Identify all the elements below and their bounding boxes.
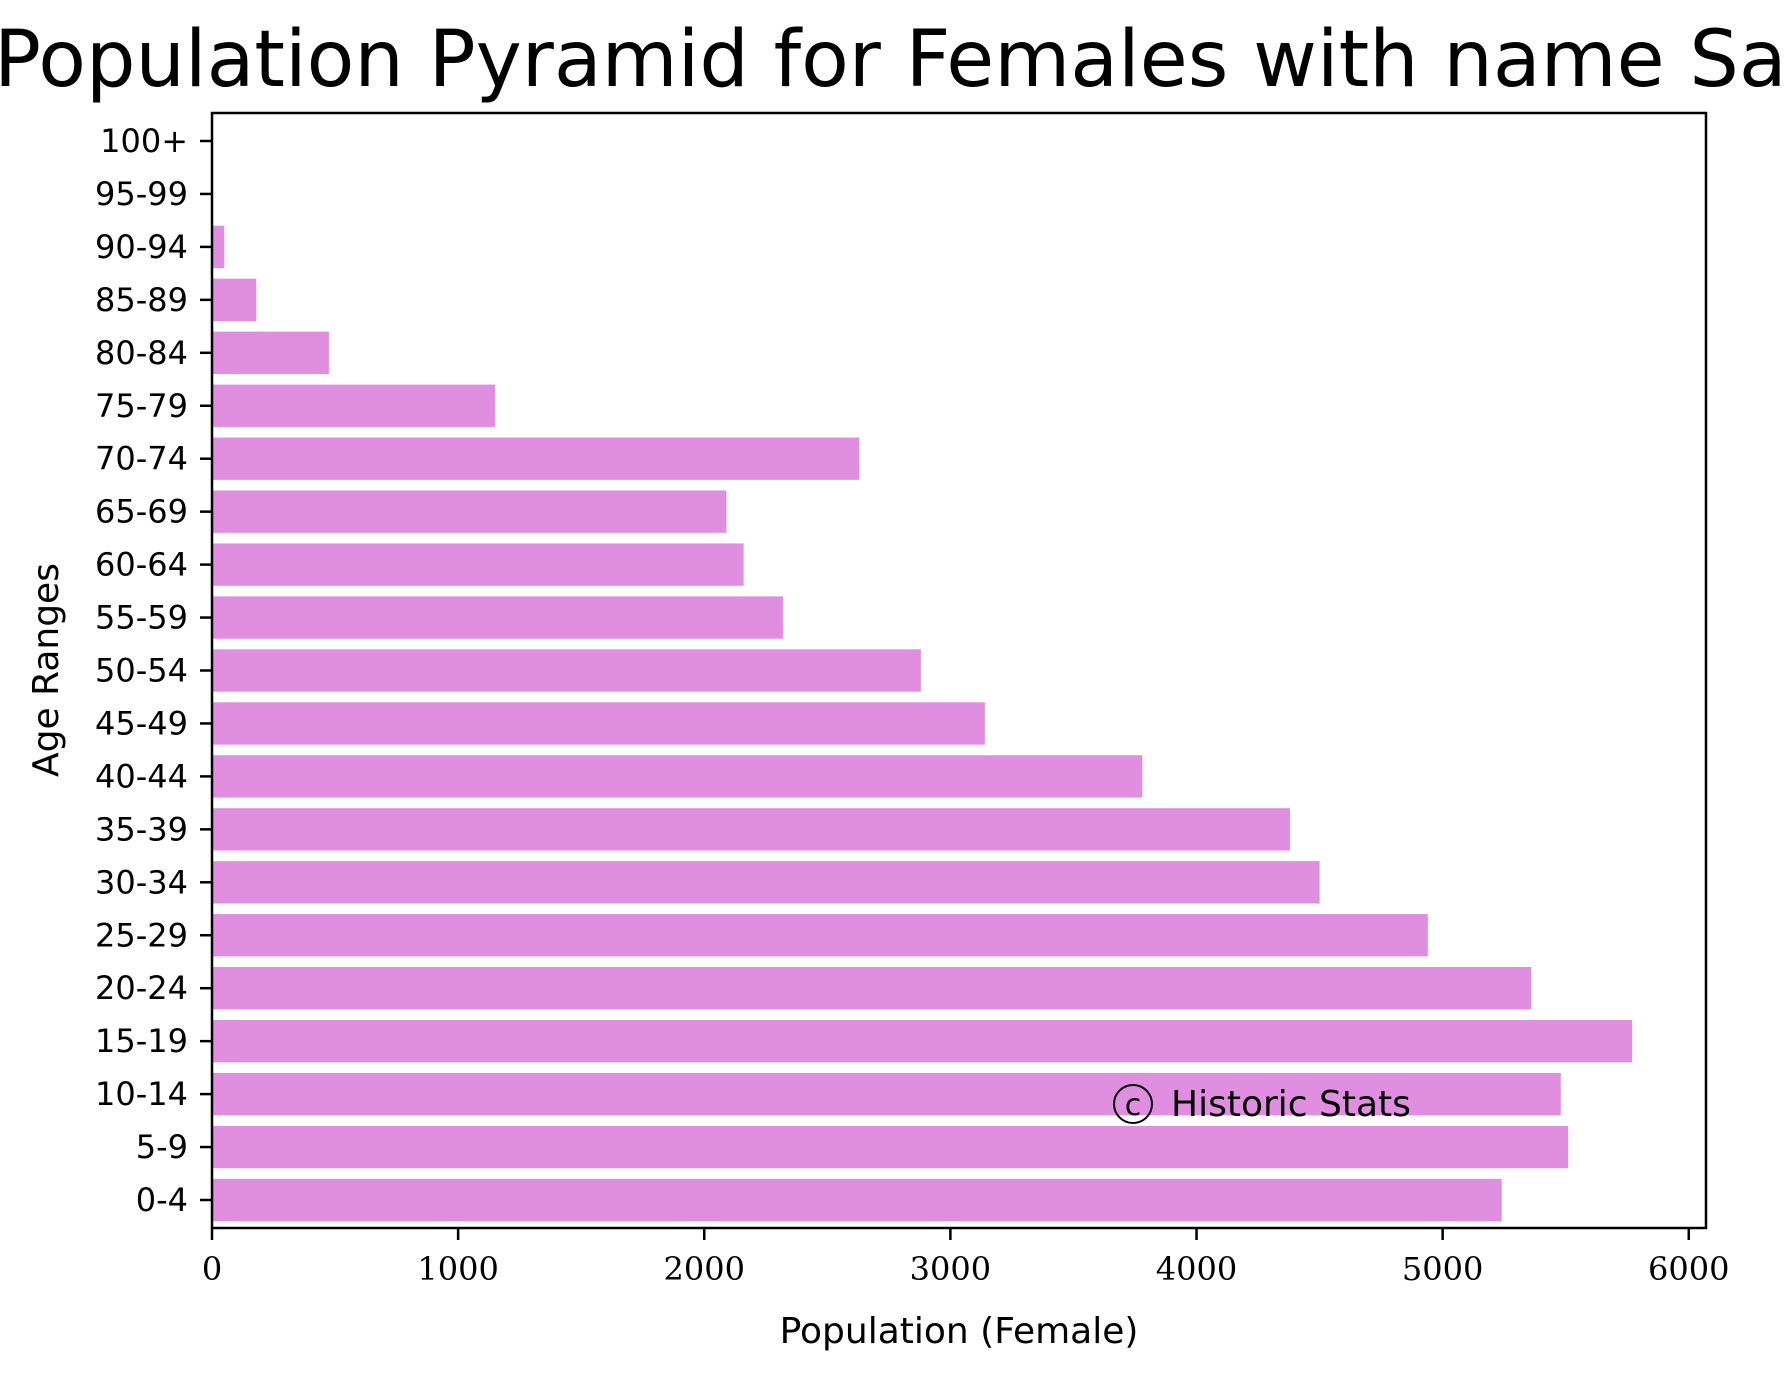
y-tick-label: 15-19 [95, 1022, 188, 1060]
x-tick-label: 4000 [1156, 1250, 1237, 1288]
bar-45-49 [212, 702, 985, 745]
y-tick-label: 20-24 [95, 969, 188, 1007]
y-tick-label: 95-99 [95, 175, 188, 213]
bar-55-59 [212, 596, 784, 639]
bar-50-54 [212, 649, 921, 692]
y-tick-label: 0-4 [136, 1181, 188, 1219]
chart-title: Population Pyramid for Females with name… [0, 15, 1792, 105]
y-tick-label: 85-89 [95, 281, 188, 319]
bar-65-69 [212, 490, 727, 533]
watermark: c Historic Stats [1113, 1084, 1411, 1125]
y-tick-label: 5-9 [136, 1128, 188, 1166]
x-tick-label: 5000 [1402, 1250, 1483, 1288]
x-axis-label: Population (Female) [780, 1311, 1139, 1352]
bar-40-44 [212, 755, 1143, 798]
y-tick-label: 80-84 [95, 334, 188, 372]
copyright-symbol-icon [1113, 1084, 1153, 1124]
bar-10-14 [212, 1072, 1561, 1116]
plot-frame [210, 111, 1708, 1230]
x-tick-label: 6000 [1648, 1250, 1729, 1288]
y-tick-label: 60-64 [95, 546, 188, 584]
bar-0-4 [212, 1178, 1502, 1222]
y-tick-label: 55-59 [95, 599, 188, 637]
bar-80-84 [212, 331, 329, 374]
y-axis-ticks: 100+ 95-99 90-94 85-89 80-84 75-79 70-74 65-69 6… [95, 122, 212, 1219]
y-tick-label: 10-14 [95, 1075, 188, 1113]
y-tick-label: 100+ [100, 122, 188, 160]
y-axis-label: Age Ranges [26, 563, 67, 777]
bar-90-94 [212, 225, 225, 269]
y-tick-label: 65-69 [95, 493, 188, 531]
bar-30-34 [212, 861, 1320, 904]
y-tick-label: 50-54 [95, 652, 188, 690]
y-tick-label: 45-49 [95, 704, 188, 742]
x-tick-label: 2000 [664, 1250, 745, 1288]
bar-25-29 [212, 914, 1428, 957]
bar-85-89 [212, 278, 257, 322]
y-tick-label: 40-44 [95, 757, 188, 795]
y-tick-label: 25-29 [95, 916, 188, 954]
y-tick-label: 90-94 [95, 228, 188, 266]
bar-75-79 [212, 384, 496, 427]
bar-15-19 [212, 1019, 1633, 1063]
bar-35-39 [212, 808, 1291, 851]
copyright-symbol-letter: c [1125, 1088, 1142, 1123]
y-tick-label: 35-39 [95, 810, 188, 848]
x-tick-label: 3000 [910, 1250, 991, 1288]
x-tick-label: 0 [202, 1250, 222, 1288]
bar-20-24 [212, 967, 1532, 1010]
x-axis-ticks: 0 1000 2000 3000 4000 5000 6000 [202, 1228, 1729, 1288]
y-tick-label: 70-74 [95, 440, 188, 478]
y-tick-label: 75-79 [95, 387, 188, 425]
x-tick-label: 1000 [417, 1250, 498, 1288]
bar-60-64 [212, 543, 744, 586]
bar-70-74 [212, 437, 860, 480]
bar-5-9 [212, 1125, 1569, 1169]
bars-group [212, 225, 1633, 1222]
y-tick-label: 30-34 [95, 863, 188, 901]
watermark-text: Historic Stats [1171, 1084, 1411, 1125]
